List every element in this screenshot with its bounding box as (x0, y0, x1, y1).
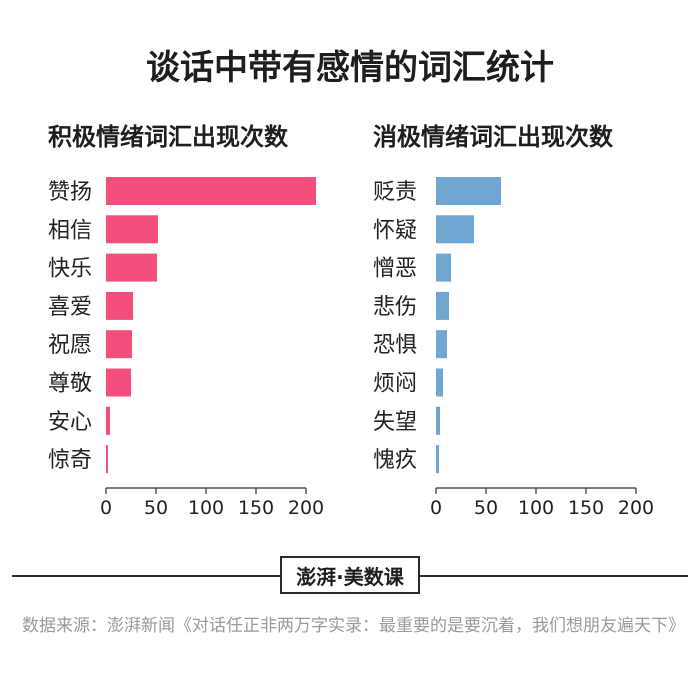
brand-text: 澎湃·美数课 (296, 564, 404, 589)
negative-x-tick-label: 50 (474, 497, 498, 519)
positive-bar (106, 445, 108, 474)
positive-category-label: 惊奇 (48, 448, 92, 473)
negative-chart-title: 消极情绪词汇出现次数 (373, 123, 614, 151)
negative-bar (436, 406, 440, 435)
positive-category-label: 喜爱 (48, 295, 92, 320)
positive-x-tick-label: 50 (144, 497, 168, 519)
negative-bar (436, 291, 449, 320)
positive-x-tick-label: 100 (188, 497, 224, 519)
positive-category-label: 赞扬 (48, 180, 92, 205)
negative-bar (436, 445, 439, 474)
negative-category-label: 悲伤 (373, 295, 417, 320)
footer-divider-left (12, 575, 280, 577)
positive-bar (106, 215, 158, 244)
negative-x-tick-label: 0 (430, 497, 442, 519)
positive-category-label: 祝愿 (48, 333, 92, 358)
negative-category-label: 贬责 (373, 180, 417, 205)
positive-category-label: 快乐 (48, 257, 92, 282)
negative-category-label: 烦闷 (373, 372, 417, 397)
negative-category-label: 憎恶 (373, 257, 417, 282)
data-source: 数据来源：澎湃新闻《对话任正非两万字实录：最重要的是要沉着，我们想朋友遍天下》 (22, 616, 685, 636)
negative-bar (436, 253, 451, 282)
positive-category-label: 安心 (48, 410, 92, 435)
negative-x-tick-label: 200 (618, 497, 654, 519)
negative-category-label: 怀疑 (373, 218, 417, 243)
positive-bar (106, 291, 133, 320)
positive-category-label: 尊敬 (48, 372, 92, 397)
positive-bar (106, 368, 131, 397)
positive-x-tick-label: 150 (238, 497, 274, 519)
positive-bar (106, 253, 157, 282)
positive-category-label: 相信 (48, 218, 92, 243)
negative-category-label: 失望 (373, 410, 417, 435)
negative-bar (436, 368, 443, 397)
negative-bar (436, 330, 447, 359)
negative-category-label: 恐惧 (373, 333, 417, 358)
brand-logo: 澎湃·美数课 (280, 556, 420, 594)
negative-bar (436, 215, 474, 244)
positive-x-tick-label: 0 (100, 497, 112, 519)
negative-x-tick-label: 150 (568, 497, 604, 519)
positive-chart-title: 积极情绪词汇出现次数 (48, 123, 289, 151)
positive-x-tick-label: 200 (288, 497, 324, 519)
page-title: 谈话中带有感情的词汇统计 (146, 48, 554, 88)
negative-category-label: 愧疚 (373, 448, 417, 473)
positive-bar (106, 406, 110, 435)
footer-divider-right (420, 575, 688, 577)
positive-bar (106, 330, 132, 359)
negative-x-tick-label: 100 (518, 497, 554, 519)
negative-bar (436, 177, 501, 205)
positive-bar (106, 177, 316, 205)
